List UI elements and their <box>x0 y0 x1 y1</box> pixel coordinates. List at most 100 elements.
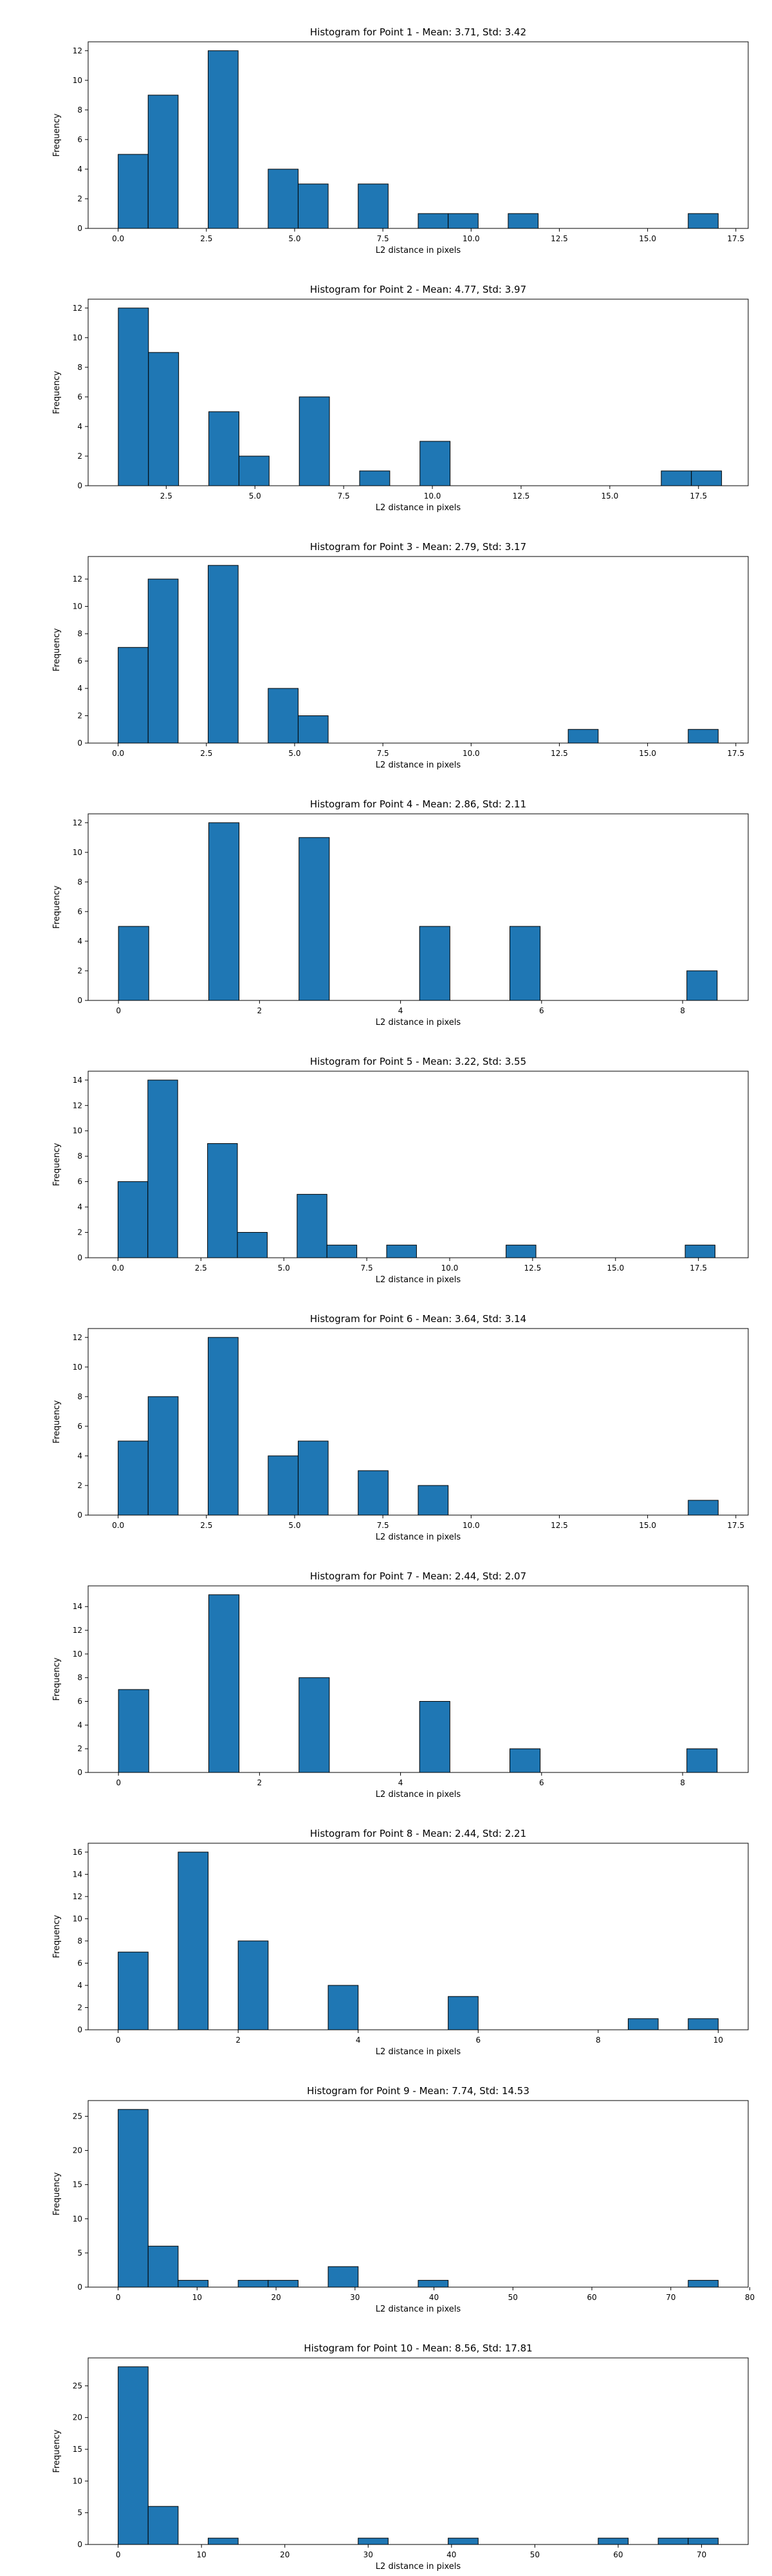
y-tick-label: 2 <box>77 452 82 461</box>
plot-frame <box>87 1843 749 2030</box>
x-tick-label: 0 <box>116 2293 121 2302</box>
histogram-bar <box>358 2537 389 2545</box>
x-tick-label: 6 <box>539 1006 544 1015</box>
y-tick-label: 6 <box>77 1697 82 1706</box>
y-tick-label: 0 <box>77 2025 82 2034</box>
x-tick-label: 17.5 <box>690 1264 707 1273</box>
y-tick-label: 12 <box>73 818 82 827</box>
y-tick-label: 8 <box>77 1392 82 1401</box>
x-axis-label: L2 distance in pixels <box>376 760 461 770</box>
histogram-bar <box>178 2279 209 2288</box>
histogram-bar <box>297 1193 327 1258</box>
chart-title: Histogram for Point 5 - Mean: 3.22, Std:… <box>310 1056 526 1067</box>
histogram-svg: 0 10 20 30 40 50 60 70 0 5 10 15 20 25 Histogram for P… <box>52 2342 749 2571</box>
x-tick-label: 50 <box>508 2293 518 2302</box>
x-tick-label: 12.5 <box>551 749 568 758</box>
histogram-svg: 2.5 5.0 7.5 10.0 12.5 15.0 17.5 0 2 4 6 8 10 12 Histog… <box>52 284 749 513</box>
x-tick-label: 60 <box>613 2550 623 2559</box>
y-tick-label: 10 <box>73 1363 82 1372</box>
y-tick-label: 0 <box>77 2540 82 2549</box>
y-tick-label: 25 <box>73 2381 82 2390</box>
y-axis-label: Frequency <box>52 1915 62 1958</box>
x-tick-label: 0.0 <box>112 749 124 758</box>
x-tick-label: 7.5 <box>338 492 350 501</box>
x-tick-label: 5.0 <box>288 749 300 758</box>
histogram-panel-2: 2.5 5.0 7.5 10.0 12.5 15.0 17.5 0 2 4 6 8 10 12 Histog… <box>0 257 772 515</box>
y-tick-label: 14 <box>73 1870 82 1879</box>
histogram-bar <box>688 1500 719 1516</box>
y-axis-label: Frequency <box>52 2172 62 2215</box>
histogram-bar <box>297 183 329 229</box>
x-tick-label: 2.5 <box>160 492 172 501</box>
x-tick-label: 30 <box>350 2293 360 2302</box>
histogram-bar <box>686 1748 718 1773</box>
y-tick-label: 10 <box>73 848 82 857</box>
y-tick-label: 8 <box>77 1673 82 1682</box>
histogram-bar <box>208 411 239 486</box>
chart-title: Histogram for Point 2 - Mean: 4.77, Std:… <box>310 284 526 295</box>
histogram-bar <box>118 926 149 1001</box>
y-axis-label: Frequency <box>52 2429 62 2472</box>
y-tick-label: 12 <box>73 46 82 55</box>
histogram-bar <box>118 1689 149 1773</box>
x-tick-label: 0.0 <box>112 234 124 243</box>
x-tick-label: 10.0 <box>463 234 480 243</box>
histogram-bar <box>418 213 449 229</box>
histogram-bar <box>299 837 330 1001</box>
y-tick-label: 6 <box>77 392 82 401</box>
histogram-panel-8: 0 2 4 6 8 10 0 2 4 6 8 10 12 14 16 Histogram for Point … <box>0 1801 772 2059</box>
x-tick-label: 60 <box>587 2293 596 2302</box>
y-tick-label: 2 <box>77 194 82 203</box>
y-tick-label: 10 <box>73 333 82 342</box>
histogram-bar <box>207 1143 238 1258</box>
plot-frame <box>87 1071 749 1258</box>
y-tick-label: 12 <box>73 304 82 313</box>
histogram-bar <box>268 2279 299 2288</box>
y-tick-label: 8 <box>77 878 82 887</box>
histogram-bar <box>147 2506 179 2545</box>
x-tick-label: 15.0 <box>607 1264 624 1273</box>
histogram-bar <box>208 822 240 1001</box>
histogram-bar <box>118 308 149 486</box>
y-tick-label: 10 <box>73 2214 82 2223</box>
histogram-svg: 0 2 4 6 8 0 2 4 6 8 10 12 14 Histogram for Point 7 - … <box>52 1570 749 1799</box>
x-tick-label: 10.0 <box>463 1521 480 1530</box>
x-tick-label: 10.0 <box>463 749 480 758</box>
x-tick-label: 10 <box>197 2550 207 2559</box>
x-tick-label: 10 <box>192 2293 202 2302</box>
y-tick-label: 15 <box>73 2445 82 2454</box>
chart-title: Histogram for Point 6 - Mean: 3.64, Std:… <box>310 1313 526 1325</box>
histogram-bar <box>448 2537 479 2545</box>
x-tick-label: 0 <box>116 1006 121 1015</box>
plot-frame <box>87 2100 749 2288</box>
histogram-bar <box>567 729 599 744</box>
x-tick-label: 7.5 <box>361 1264 373 1273</box>
x-tick-label: 15.0 <box>639 1521 656 1530</box>
histogram-svg: 0.0 2.5 5.0 7.5 10.0 12.5 15.0 17.5 0 2 4 6 8 10 12 14 H… <box>52 1056 749 1285</box>
y-tick-label: 2 <box>77 2003 82 2012</box>
y-tick-label: 14 <box>73 1602 82 1611</box>
x-axis-label: L2 distance in pixels <box>376 503 461 513</box>
y-tick-label: 6 <box>77 1177 82 1186</box>
histogram-bar <box>208 2537 239 2545</box>
x-tick-label: 6 <box>539 1778 544 1787</box>
x-tick-label: 17.5 <box>727 749 744 758</box>
y-tick-label: 4 <box>77 1720 82 1729</box>
y-tick-label: 4 <box>77 422 82 431</box>
histogram-panel-3: 0.0 2.5 5.0 7.5 10.0 12.5 15.0 17.5 0 2 4 6 8 10 12 His… <box>0 515 772 772</box>
histogram-bar <box>118 1951 149 2030</box>
histogram-bar <box>117 1181 149 1258</box>
y-tick-label: 4 <box>77 684 82 693</box>
y-tick-label: 4 <box>77 937 82 946</box>
y-tick-label: 5 <box>77 2508 82 2517</box>
y-tick-label: 0 <box>77 1511 82 1520</box>
histogram-bar <box>208 50 239 229</box>
histogram-bar <box>147 578 179 744</box>
plot-frame <box>87 299 749 486</box>
x-tick-label: 15.0 <box>639 749 656 758</box>
y-tick-label: 8 <box>77 1937 82 1946</box>
histogram-svg: 0.0 2.5 5.0 7.5 10.0 12.5 15.0 17.5 0 2 4 6 8 10 12 His… <box>52 26 749 255</box>
histogram-svg: 0 2 4 6 8 10 0 2 4 6 8 10 12 14 16 Histogram for Point … <box>52 1828 749 2057</box>
histogram-bar <box>299 396 330 486</box>
x-tick-label: 2 <box>235 2036 241 2045</box>
